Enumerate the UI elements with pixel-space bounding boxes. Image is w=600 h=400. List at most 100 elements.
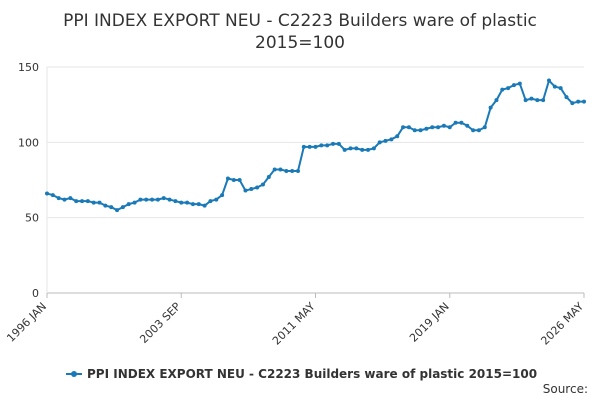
data-point [541, 98, 546, 103]
data-point [325, 143, 330, 148]
data-point [476, 128, 481, 133]
data-point [465, 123, 470, 128]
data-point [500, 87, 505, 92]
data-point [50, 193, 55, 198]
y-tick-label: 150 [18, 61, 39, 74]
data-point [255, 185, 260, 190]
data-point [155, 197, 160, 202]
data-point [488, 105, 493, 110]
data-point [582, 99, 586, 104]
data-point [348, 146, 353, 151]
x-tick-label: 2019 JAN [407, 300, 452, 345]
chart-title: PPI INDEX EXPORT NEU - C2223 Builders wa… [63, 11, 537, 31]
data-point [558, 86, 563, 91]
data-point [366, 147, 371, 152]
data-point [313, 144, 318, 149]
data-point [319, 143, 324, 148]
data-point [190, 202, 195, 207]
data-point [120, 205, 125, 210]
data-point [383, 138, 388, 143]
data-point [441, 123, 446, 128]
data-point [243, 188, 248, 193]
data-point [167, 197, 172, 202]
data-point [85, 199, 90, 204]
data-point [447, 125, 452, 130]
data-point [138, 197, 143, 202]
data-point [401, 125, 406, 130]
data-point [231, 178, 236, 182]
data-point [336, 141, 341, 146]
data-point [552, 84, 557, 89]
x-tick-label: 2003 SEP [137, 300, 183, 346]
data-point [395, 134, 400, 139]
data-point [109, 205, 114, 210]
data-point [278, 167, 283, 172]
y-tick-label: 0 [32, 287, 39, 300]
data-point [45, 191, 49, 196]
data-point [494, 98, 499, 103]
x-tick-label: 1996 JAN [4, 300, 49, 345]
data-point [360, 147, 365, 152]
data-point [290, 168, 295, 173]
data-point [91, 200, 96, 205]
data-point [266, 174, 271, 179]
x-tick-label: 2011 MAY [270, 300, 318, 348]
x-tick-label: 2026 MAY [538, 300, 586, 348]
data-point [284, 168, 289, 173]
data-point [260, 182, 265, 187]
data-point [179, 200, 184, 205]
legend-label: PPI INDEX EXPORT NEU - C2223 Builders wa… [87, 367, 537, 381]
data-point [295, 168, 300, 173]
data-point [576, 99, 581, 104]
data-point [331, 141, 336, 146]
data-point [371, 146, 376, 151]
data-point [459, 120, 464, 125]
chart-subtitle: 2015=100 [255, 33, 345, 53]
data-point [406, 125, 411, 130]
data-point [173, 199, 178, 204]
data-point [196, 202, 201, 207]
data-point [202, 203, 207, 208]
data-point [115, 208, 120, 213]
data-point [517, 81, 522, 86]
data-point [208, 199, 213, 204]
data-point [126, 202, 131, 207]
data-point [570, 101, 575, 106]
data-point [249, 187, 254, 192]
data-point [301, 144, 306, 149]
data-point [412, 128, 417, 133]
data-point [214, 197, 219, 202]
y-tick-label: 50 [25, 212, 39, 225]
data-point [424, 126, 429, 131]
data-point [436, 125, 441, 130]
data-point [564, 95, 569, 100]
data-point [225, 176, 230, 181]
data-point [132, 200, 137, 205]
data-point [68, 196, 73, 201]
data-point [150, 197, 155, 202]
data-point [272, 167, 277, 172]
data-point [56, 196, 61, 201]
data-point [471, 128, 476, 133]
data-point [506, 86, 511, 91]
data-point [103, 203, 108, 208]
data-point [62, 197, 67, 202]
data-point [430, 125, 435, 130]
data-point [529, 96, 534, 101]
data-point [523, 98, 528, 103]
data-point [546, 78, 551, 83]
data-point [535, 98, 540, 103]
data-point [237, 178, 242, 182]
data-point [185, 200, 190, 205]
y-tick-label: 100 [18, 136, 39, 149]
legend-marker [71, 371, 77, 377]
data-point [377, 140, 382, 145]
data-point [74, 199, 79, 204]
data-point [482, 125, 487, 130]
data-point [307, 144, 312, 149]
data-point [453, 120, 458, 125]
data-point [161, 196, 166, 201]
data-point [144, 197, 149, 202]
data-point [220, 193, 225, 198]
